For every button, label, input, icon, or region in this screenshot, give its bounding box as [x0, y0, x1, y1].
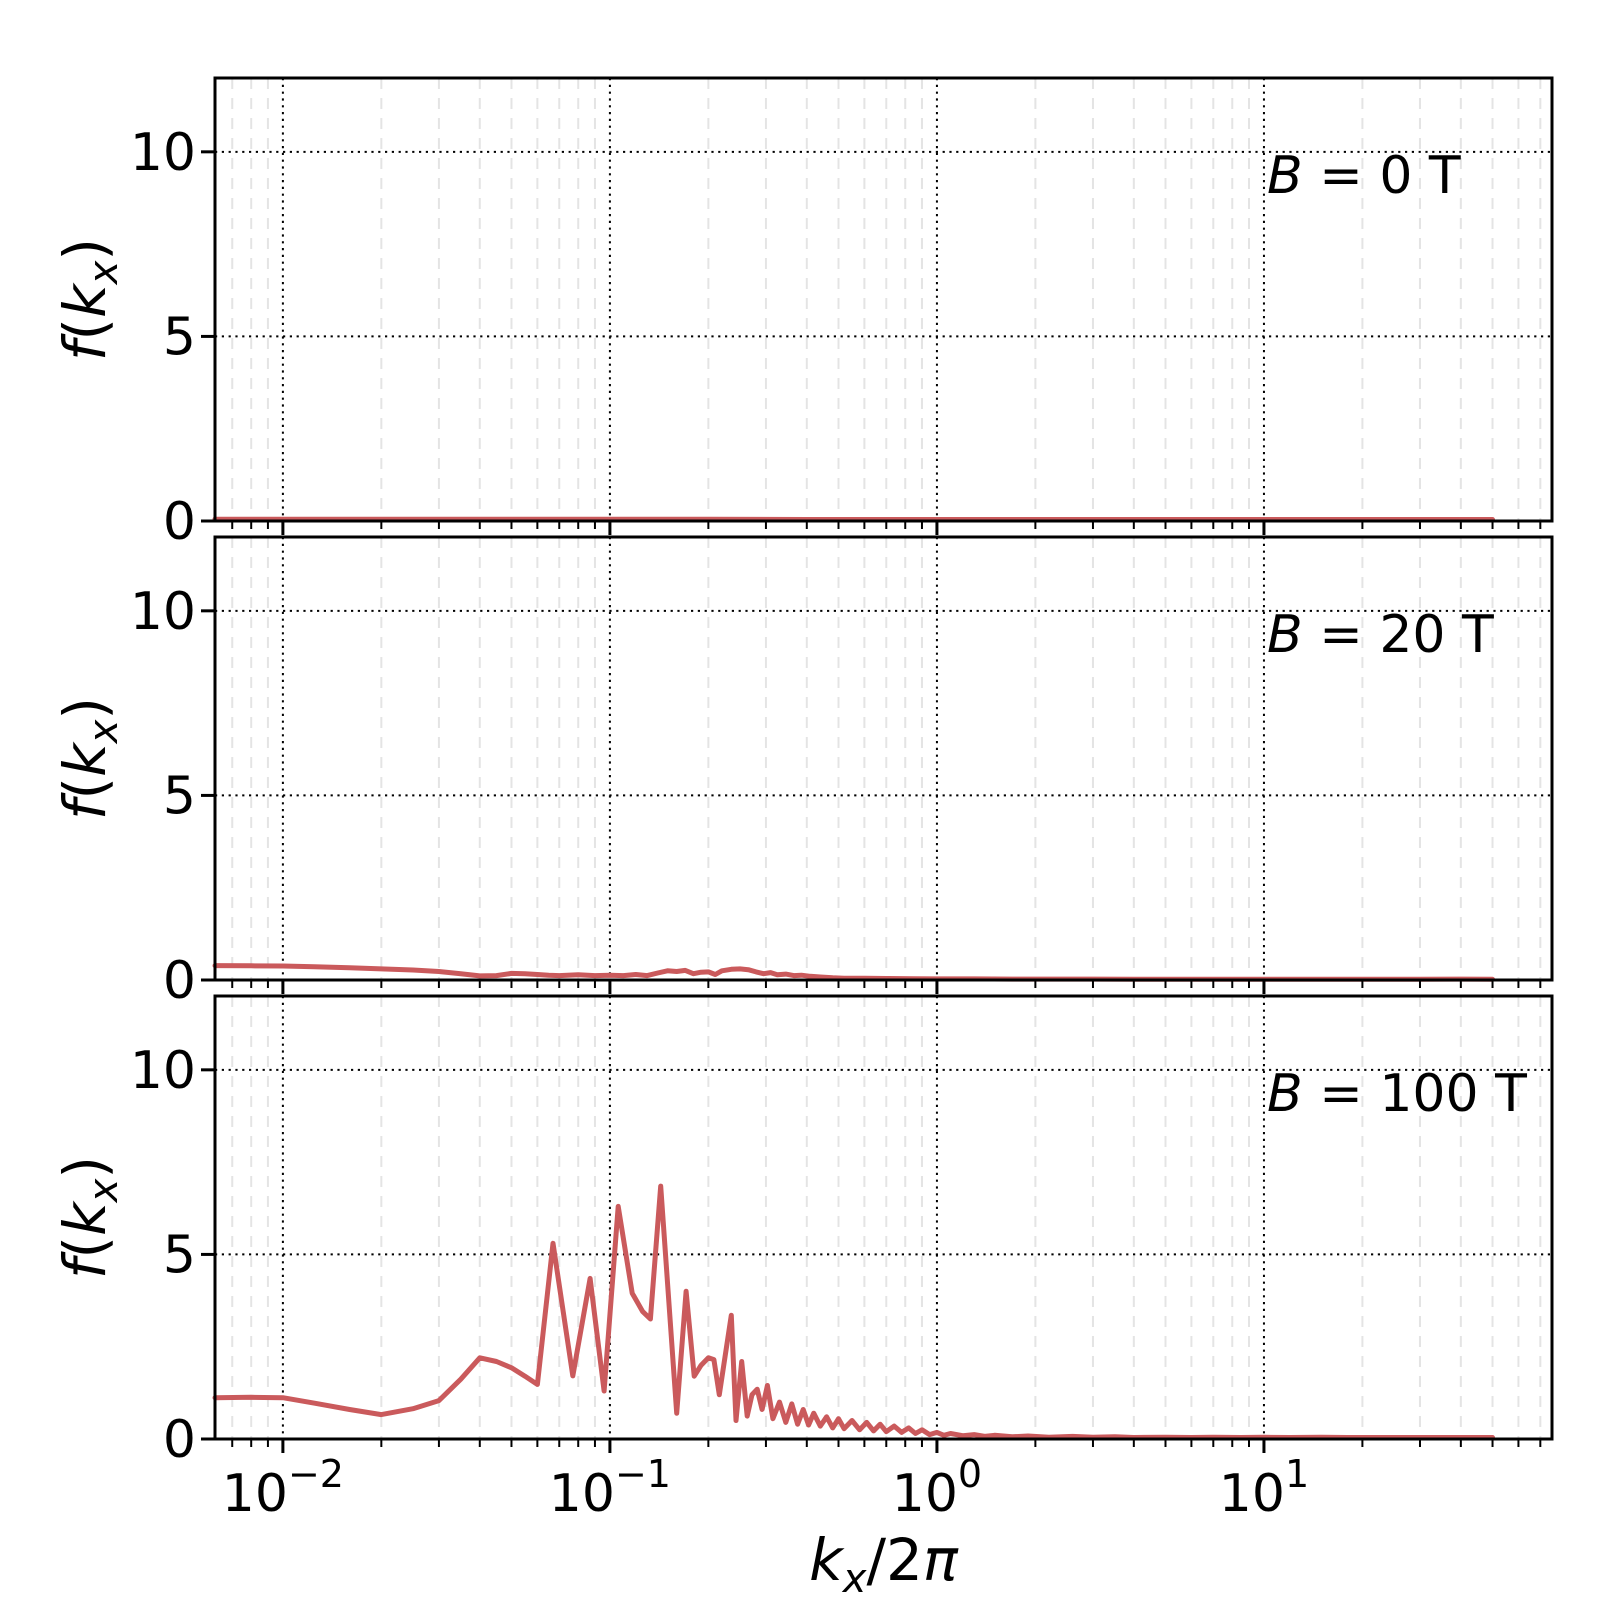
y-tick-label: 5: [163, 1225, 196, 1285]
grid-major: [215, 537, 1552, 980]
axes-frame: [213, 535, 1554, 982]
grid-minor: [231, 996, 1542, 1439]
axes-frame: [213, 994, 1554, 1441]
y-tick-label: 0: [163, 492, 196, 552]
grid-minor: [231, 78, 1542, 521]
panel-1: 0 5 10f(kx) B = 0 T: [51, 76, 1554, 552]
panel-annotation: B = 0 T: [1267, 146, 1461, 206]
x-tick-label: 10−1: [549, 1452, 671, 1524]
panel-annotation: B = 100 T: [1267, 1064, 1527, 1124]
x-tick-label: 100: [892, 1452, 982, 1524]
y-tick-label: 5: [163, 307, 196, 367]
panel-annotation: B = 20 T: [1267, 605, 1494, 665]
grid-major: [215, 78, 1552, 521]
grid-minor: [231, 537, 1542, 980]
y-tick-label: 5: [163, 766, 196, 826]
y-tick-label: 0: [163, 951, 196, 1011]
y-axis-label: f(kx): [51, 697, 127, 820]
axes-frame: [213, 76, 1554, 523]
x-tick-label: 101: [1219, 1452, 1309, 1524]
y-tick-label: 0: [163, 1410, 196, 1470]
series-line: [212, 1183, 1495, 1440]
series-line: [212, 963, 1495, 982]
x-axis-label: kx/2π: [809, 1526, 959, 1600]
panel-3: 0 5 10f(kx) B = 100 T 10−2 10−1 100 101 kx/2π: [51, 994, 1554, 1600]
y-axis-label: f(kx): [51, 238, 127, 361]
y-axis-label: f(kx): [51, 1156, 127, 1279]
y-tick-label: 10: [130, 582, 196, 642]
ticks: [201, 1068, 1542, 1453]
ticks: [201, 609, 1542, 994]
y-tick-label: 10: [130, 123, 196, 183]
y-tick-label: 10: [130, 1041, 196, 1101]
grid-major: [215, 996, 1552, 1439]
x-tick-label: 10−2: [222, 1452, 344, 1524]
ticks: [201, 150, 1542, 535]
panel-2: 0 5 10f(kx) B = 20 T: [51, 535, 1554, 1011]
